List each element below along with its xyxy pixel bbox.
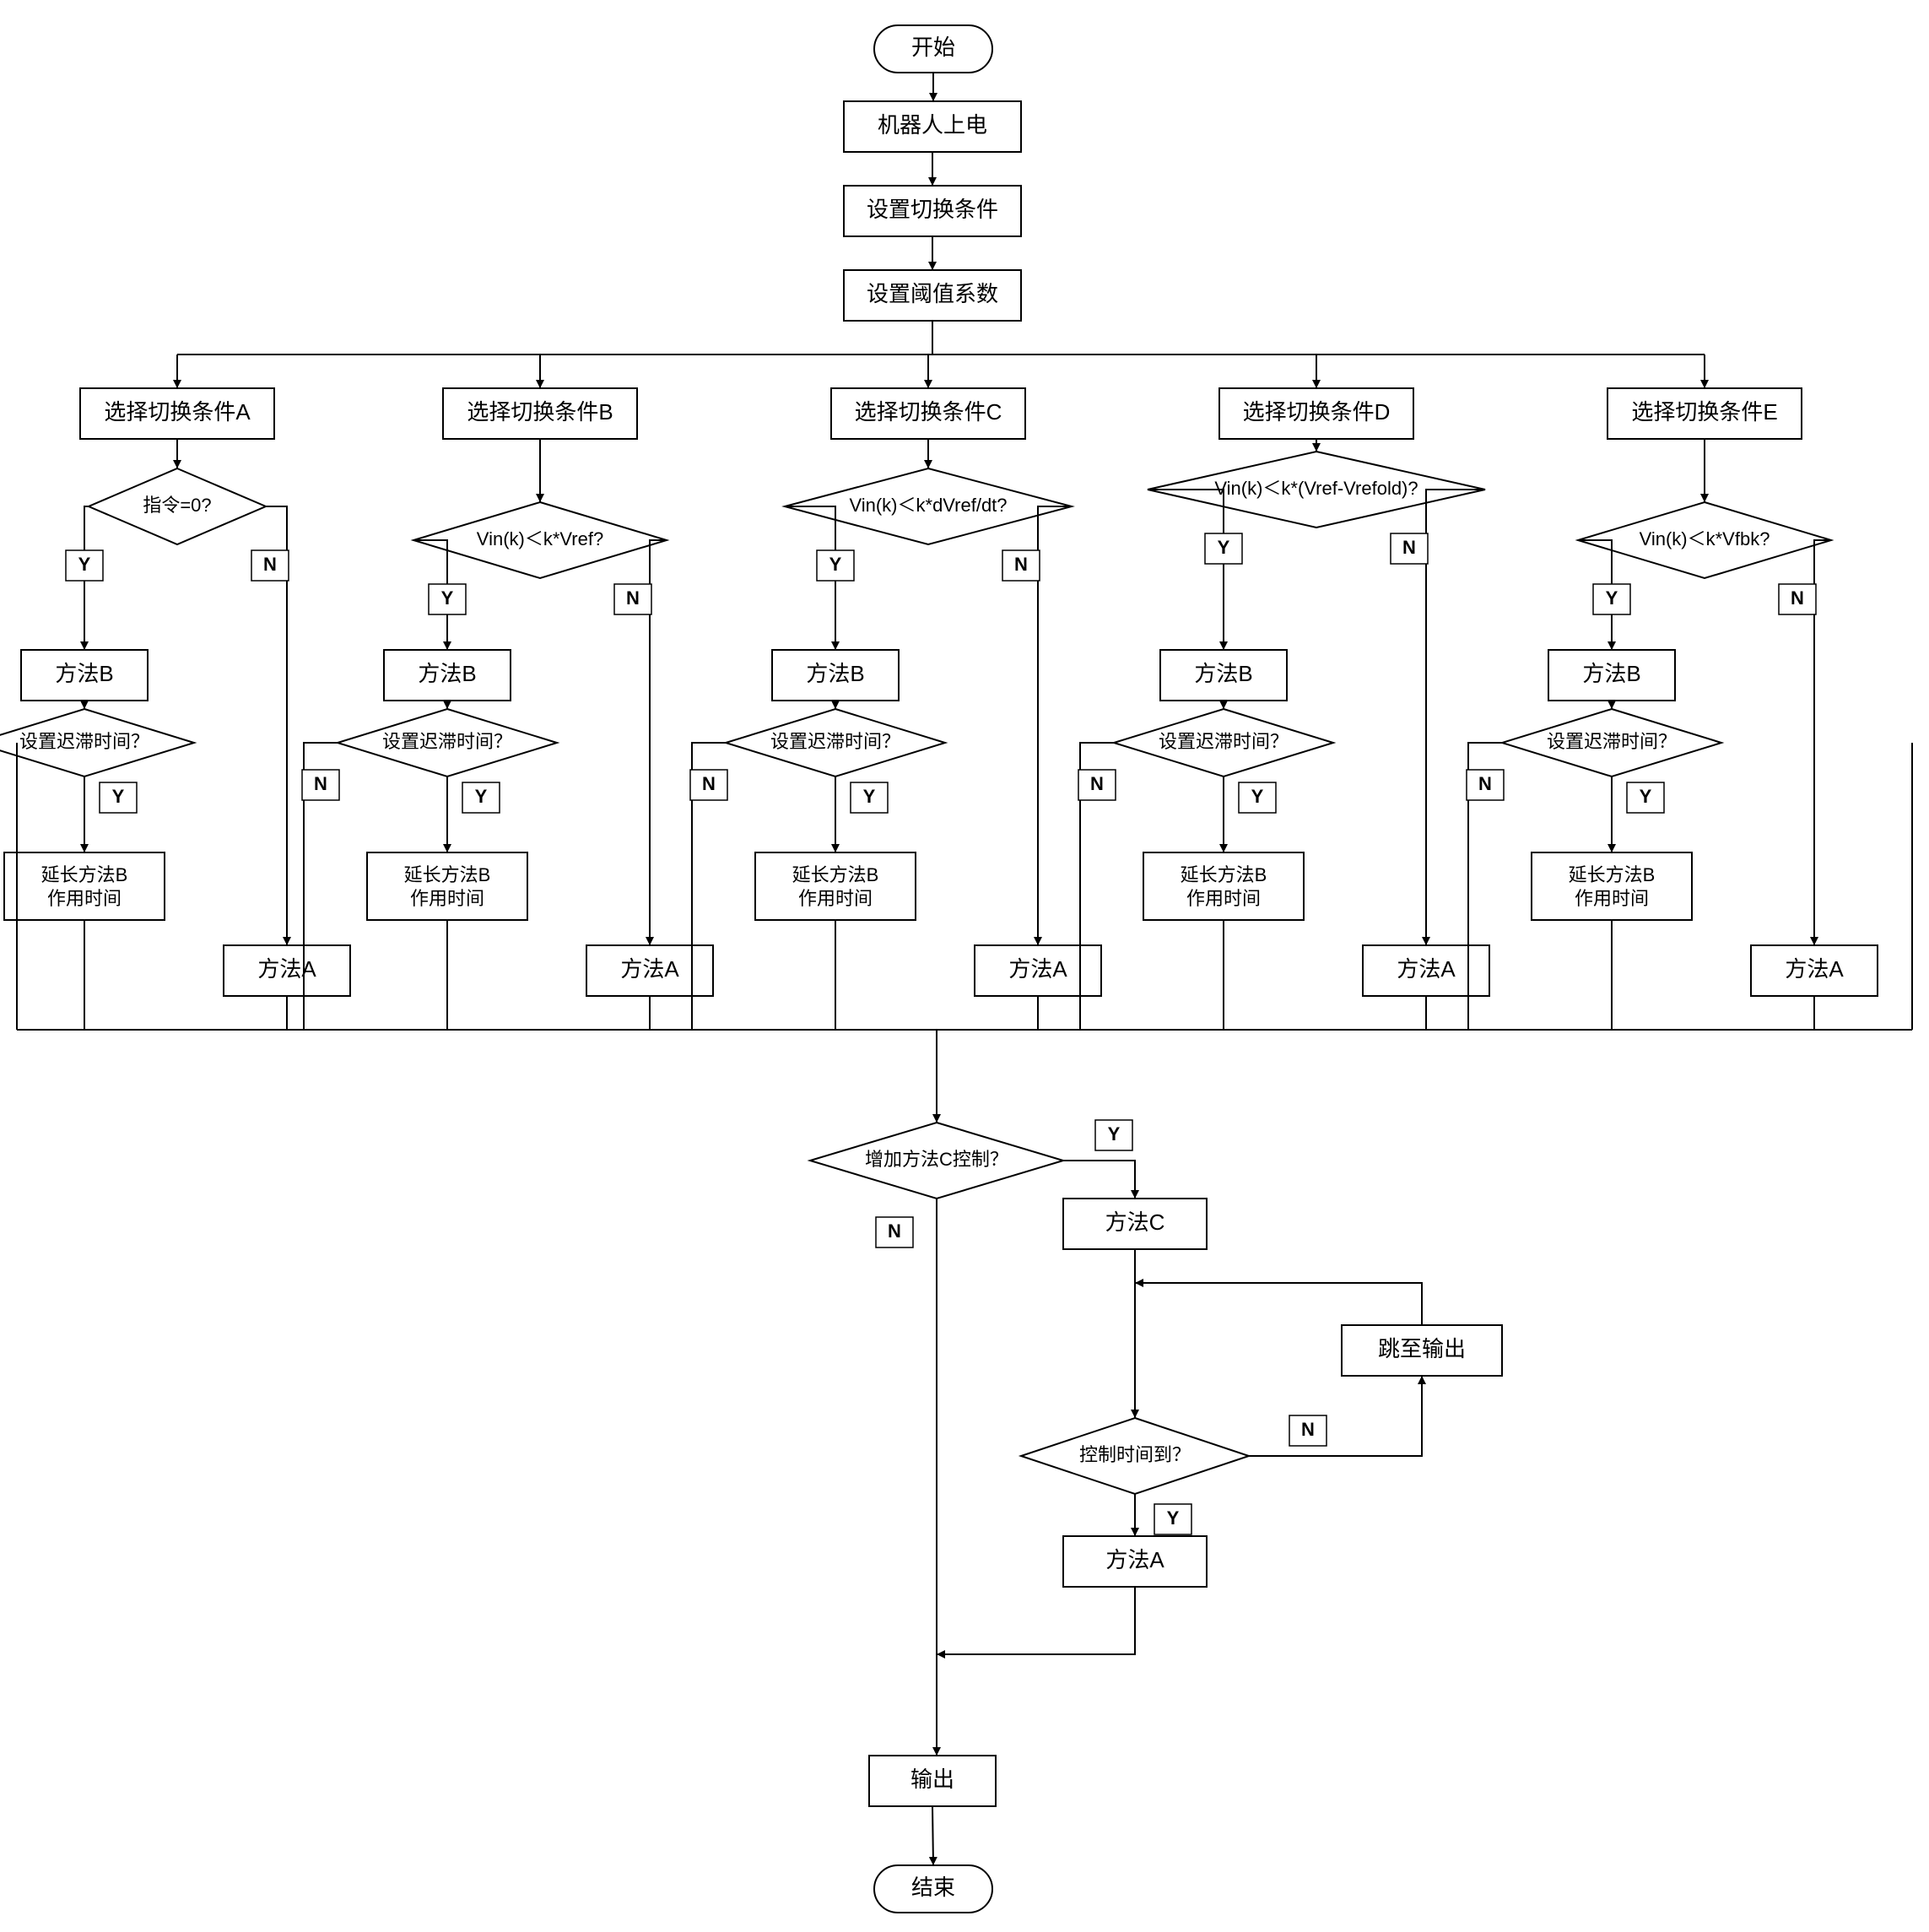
extend-A-l1: 延长方法B — [41, 864, 128, 885]
method-b-E-label: 方法B — [1582, 661, 1640, 686]
yn-text: Y — [1606, 587, 1618, 609]
select-B-label: 选择切换条件B — [467, 399, 613, 425]
yn-text: Y — [1251, 786, 1264, 807]
decision-E-label: Vin(k)＜k*Vfbk? — [1640, 528, 1770, 549]
yn-text: N — [1402, 537, 1416, 558]
yn-text: N — [1478, 773, 1492, 794]
extend-E-l2: 作用时间 — [1575, 888, 1649, 909]
select-E-label: 选择切换条件E — [1631, 399, 1777, 425]
yn-text: N — [626, 587, 640, 609]
method-a-E-label: 方法A — [1785, 956, 1844, 982]
yn-text: Y — [78, 554, 91, 575]
extend-D — [1143, 852, 1304, 920]
edge — [932, 1806, 933, 1865]
delay-E-label: 设置迟滞时间？ — [1547, 731, 1677, 752]
yn-text: Y — [829, 554, 842, 575]
add-c-label: 增加方法C控制？ — [865, 1149, 1008, 1170]
extend-D-l2: 作用时间 — [1186, 888, 1261, 909]
method-c-label: 方法C — [1105, 1210, 1165, 1235]
yn-text: N — [1791, 587, 1804, 609]
time-label: 控制时间到？ — [1079, 1444, 1191, 1465]
extend-A-l2: 作用时间 — [47, 888, 122, 909]
yn-text: N — [263, 554, 277, 575]
yn-text: N — [1301, 1419, 1315, 1440]
delay-A-label: 设置迟滞时间？ — [19, 731, 149, 752]
delay-B-label: 设置迟滞时间？ — [382, 731, 512, 752]
jump-label: 跳至输出 — [1378, 1336, 1466, 1361]
yn-text: N — [1014, 554, 1028, 575]
method-b-C-label: 方法B — [806, 661, 864, 686]
delay-D-label: 设置迟滞时间？ — [1159, 731, 1289, 752]
decision-D-label: Vin(k)＜k*(Vref-Vrefold)? — [1214, 478, 1418, 499]
start-label: 开始 — [911, 35, 955, 60]
extend-E-l1: 延长方法B — [1569, 864, 1656, 885]
edge — [1135, 1283, 1422, 1325]
decision-B-label: Vin(k)＜k*Vref? — [477, 528, 603, 549]
extend-C — [755, 852, 916, 920]
method-a-B-label: 方法A — [620, 956, 679, 982]
method-a-C-label: 方法A — [1008, 956, 1067, 982]
end-label: 结束 — [911, 1875, 955, 1900]
yn-text: N — [1090, 773, 1104, 794]
step-power-label: 机器人上电 — [878, 112, 987, 138]
yn-text: Y — [1218, 537, 1230, 558]
extend-C-l2: 作用时间 — [798, 888, 873, 909]
extend-B-l1: 延长方法B — [404, 864, 491, 885]
extend-E — [1532, 852, 1692, 920]
yn-text: Y — [475, 786, 488, 807]
method-b-A-label: 方法B — [55, 661, 113, 686]
edge — [1426, 490, 1485, 945]
edge — [937, 1587, 1135, 1654]
yn-text: N — [888, 1220, 901, 1242]
method-a-A-label: 方法A — [257, 956, 316, 982]
yn-text: N — [314, 773, 327, 794]
yn-text: Y — [441, 587, 454, 609]
select-A-label: 选择切换条件A — [104, 399, 251, 425]
decision-C-label: Vin(k)＜k*dVref/dt? — [849, 495, 1007, 516]
delay-C-label: 设置迟滞时间？ — [770, 731, 900, 752]
extend-B — [367, 852, 527, 920]
extend-A — [4, 852, 165, 920]
yn-text: Y — [1167, 1507, 1180, 1529]
edge — [1038, 506, 1072, 945]
method-a-D-label: 方法A — [1397, 956, 1456, 982]
edge — [1148, 490, 1224, 650]
yn-text: Y — [863, 786, 876, 807]
method-a2-label: 方法A — [1105, 1547, 1164, 1572]
step-switch-label: 设置切换条件 — [867, 197, 998, 222]
flowchart: 开始机器人上电设置切换条件设置阈值系数选择切换条件A 指令=0? Y 方法B 设置迟滞时… — [0, 0, 1929, 1932]
output-label: 输出 — [910, 1767, 954, 1792]
extend-D-l1: 延长方法B — [1181, 864, 1267, 885]
edge — [1249, 1376, 1422, 1456]
yn-text: Y — [1640, 786, 1652, 807]
method-b-B-label: 方法B — [418, 661, 476, 686]
select-C-label: 选择切换条件C — [855, 399, 1002, 425]
edge — [1814, 540, 1831, 945]
method-b-D-label: 方法B — [1194, 661, 1252, 686]
step-threshold-label: 设置阈值系数 — [867, 281, 998, 306]
yn-text: Y — [1108, 1123, 1121, 1145]
yn-text: Y — [112, 786, 125, 807]
extend-C-l1: 延长方法B — [792, 864, 879, 885]
edge — [1063, 1161, 1135, 1199]
decision-A-label: 指令=0? — [143, 495, 211, 516]
extend-B-l2: 作用时间 — [410, 888, 484, 909]
edge — [650, 540, 667, 945]
yn-text: N — [702, 773, 716, 794]
select-D-label: 选择切换条件D — [1243, 399, 1391, 425]
